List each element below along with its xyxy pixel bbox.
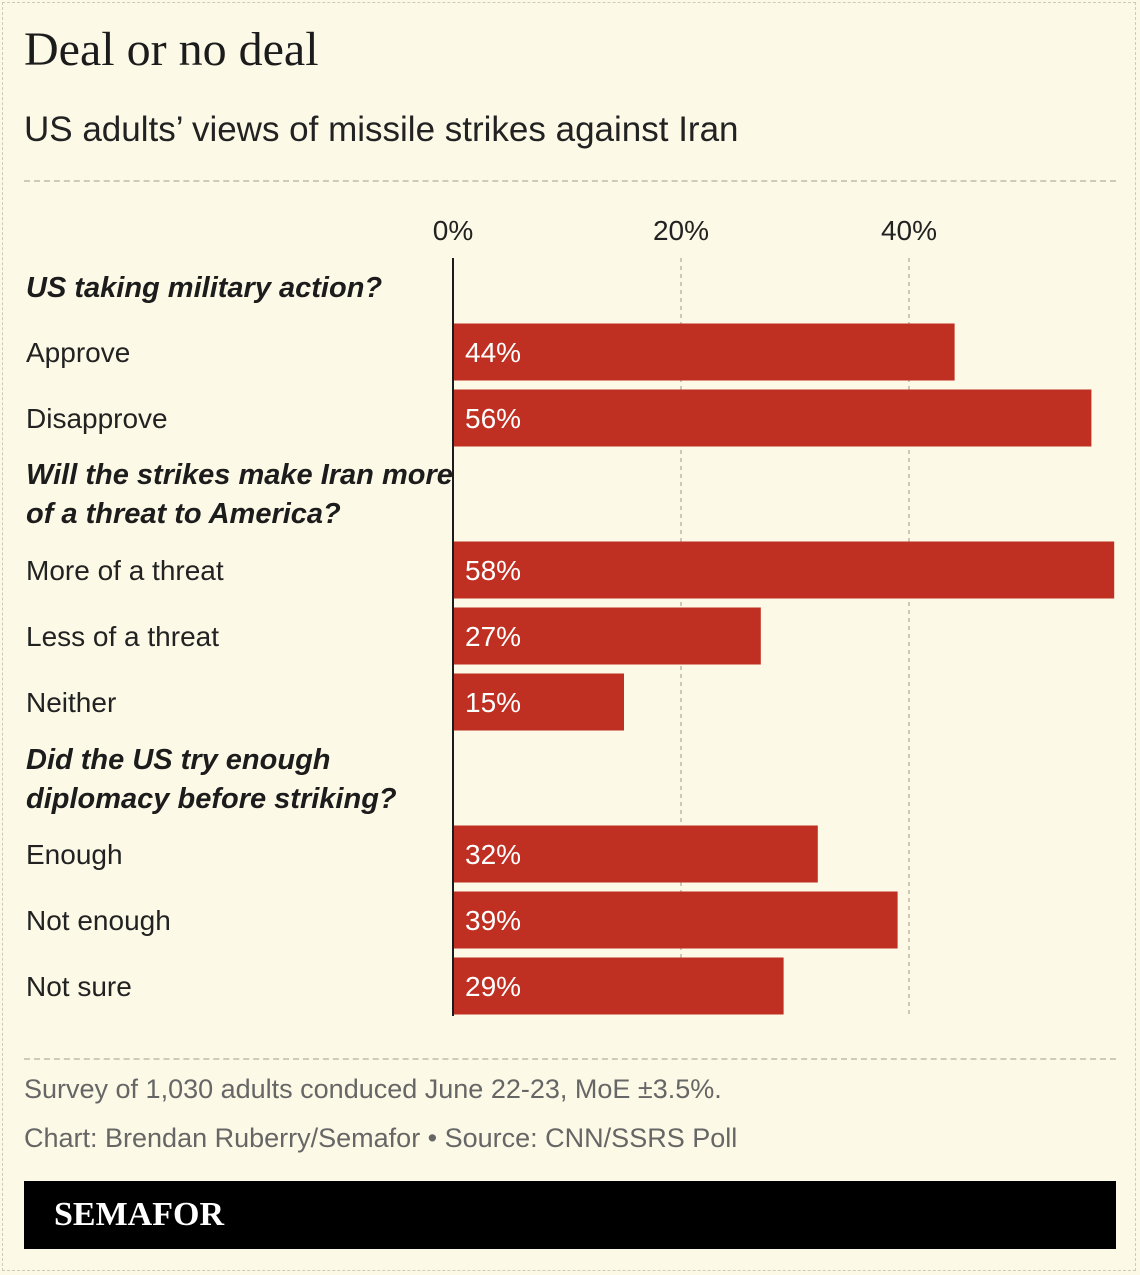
group-heading: of a threat to America?: [26, 498, 341, 530]
x-tick-label: 40%: [881, 215, 937, 246]
category-label: Enough: [26, 839, 123, 870]
chart-title: Deal or no deal: [24, 23, 319, 76]
bar: [453, 673, 624, 731]
bar-value-label: 58%: [465, 555, 521, 586]
survey-note: Survey of 1,030 adults conduced June 22-…: [24, 1074, 722, 1104]
bar-chart: 0% 20% 40% US taking military action? Approv…: [26, 215, 1115, 1016]
bar: [453, 607, 761, 665]
bar: [453, 389, 1092, 447]
group-heading: Did the US try enough: [26, 744, 331, 776]
bar: [453, 891, 898, 949]
bar-value-label: 27%: [465, 621, 521, 652]
category-label: Less of a threat: [26, 621, 219, 652]
x-tick-label: 20%: [653, 215, 709, 246]
bar-value-label: 56%: [465, 403, 521, 434]
bar: [453, 825, 818, 883]
bar: [453, 957, 784, 1015]
semafor-logo: SEMAFOR: [54, 1196, 224, 1233]
x-tick-label: 0%: [433, 215, 473, 246]
bar: [453, 541, 1115, 599]
category-label: Not sure: [26, 971, 132, 1002]
chart-subtitle: US adults’ views of missile strikes agai…: [24, 110, 739, 149]
category-label: Not enough: [26, 905, 171, 936]
category-label: More of a threat: [26, 555, 224, 586]
group-heading: diplomacy before striking?: [26, 783, 397, 815]
bar: [453, 323, 955, 381]
source-credit: Chart: Brendan Ruberry/Semafor • Source:…: [24, 1123, 738, 1153]
category-label: Disapprove: [26, 403, 168, 434]
bottom-divider: [24, 1058, 1116, 1060]
group-heading: US taking military action?: [26, 272, 382, 304]
category-label: Approve: [26, 337, 130, 368]
group-heading: Will the strikes make Iran more: [26, 459, 453, 491]
brand-bar: SEMAFOR: [24, 1181, 1116, 1249]
bar-value-label: 39%: [465, 905, 521, 936]
top-divider: [24, 180, 1116, 182]
bar-value-label: 44%: [465, 337, 521, 368]
bar-value-label: 32%: [465, 839, 521, 870]
category-label: Neither: [26, 687, 116, 718]
bar-value-label: 29%: [465, 971, 521, 1002]
bar-value-label: 15%: [465, 687, 521, 718]
